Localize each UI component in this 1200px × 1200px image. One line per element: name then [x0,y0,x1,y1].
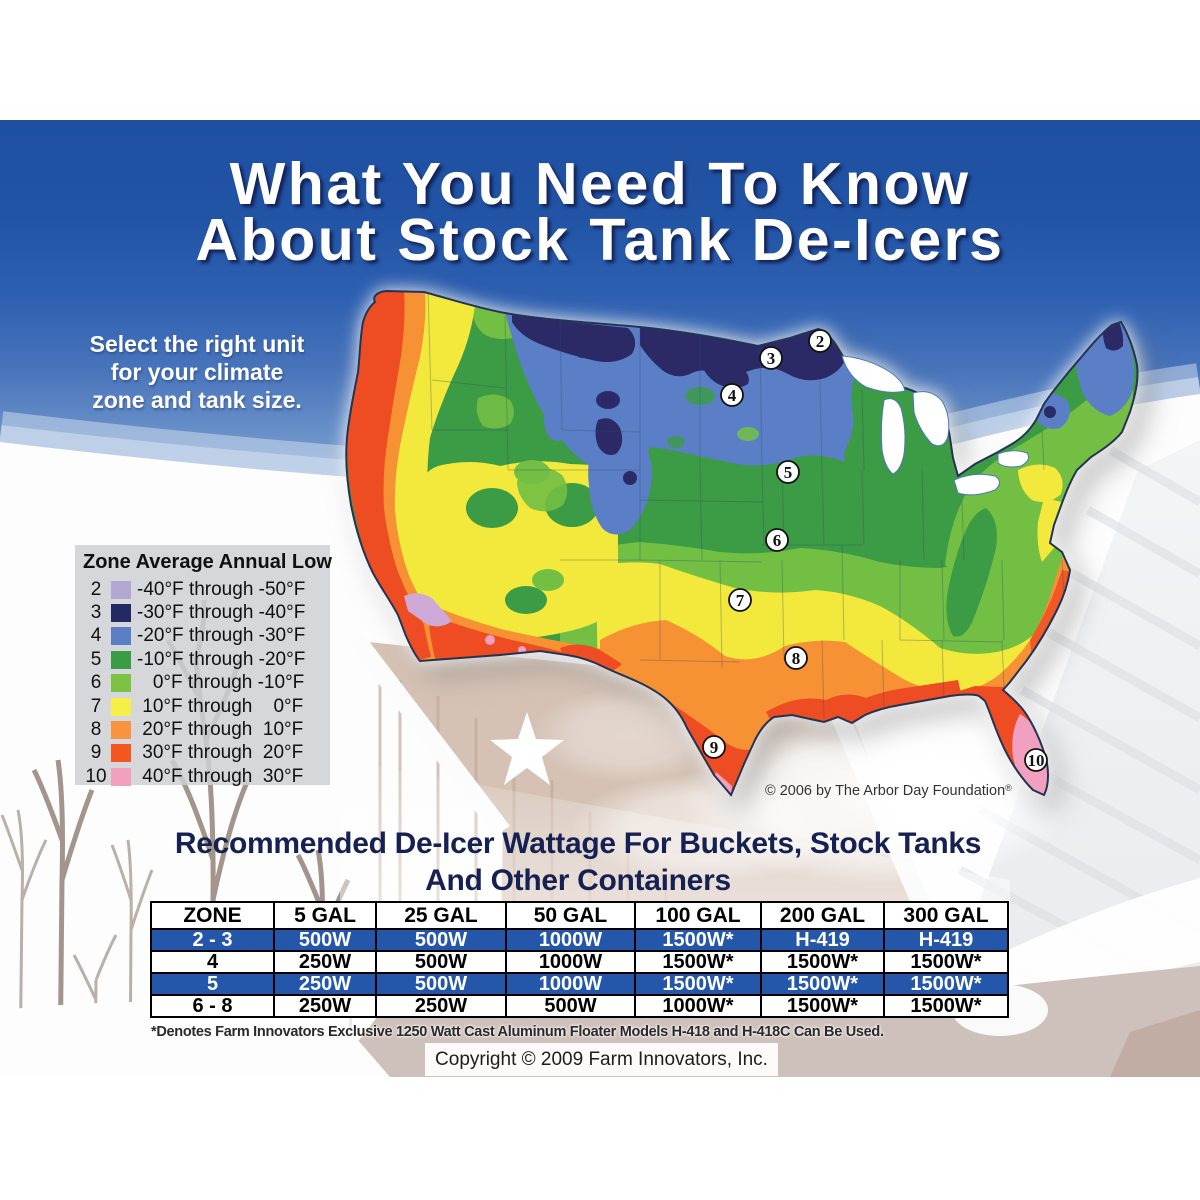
svg-text:2: 2 [816,332,825,351]
svg-text:6: 6 [773,531,782,550]
svg-text:4: 4 [728,386,737,405]
svg-text:10: 10 [1028,751,1045,770]
svg-text:5: 5 [784,463,793,482]
svg-text:9: 9 [710,738,719,757]
svg-text:3: 3 [767,349,776,368]
svg-text:8: 8 [792,649,801,668]
svg-text:7: 7 [736,591,745,610]
